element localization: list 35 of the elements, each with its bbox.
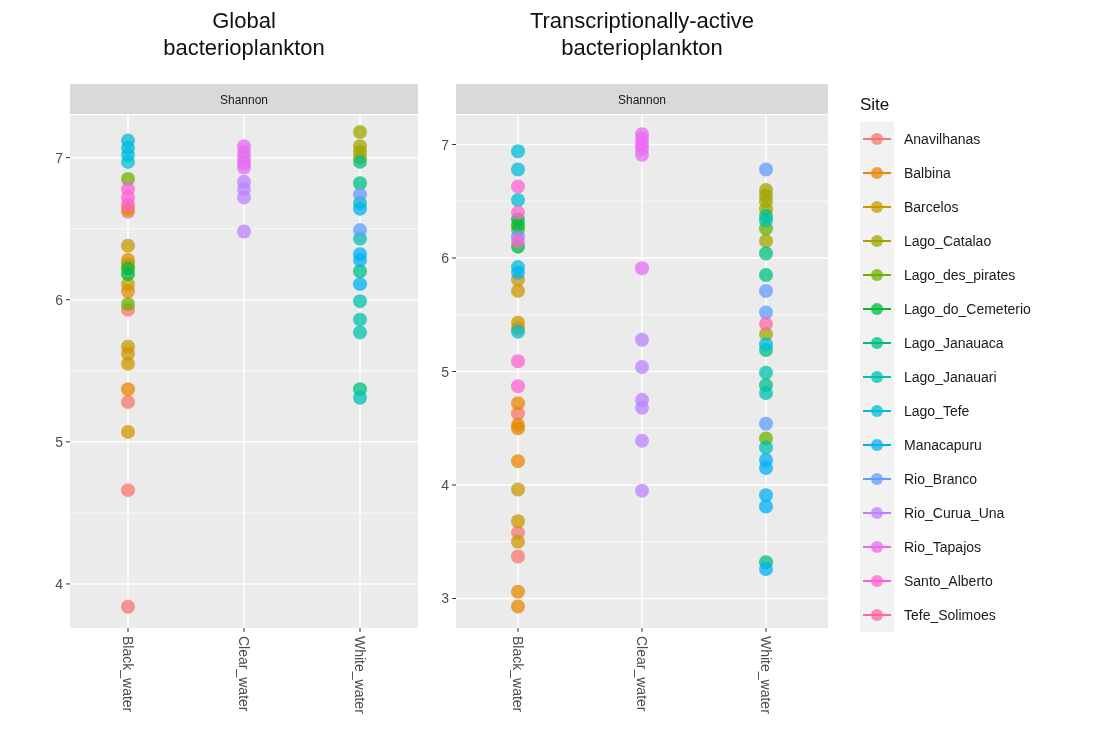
chart-title: Transcriptionally-active bacterioplankton bbox=[529, 8, 755, 60]
legend-label: Rio_Branco bbox=[904, 471, 978, 487]
legend-label: Manacapuru bbox=[904, 437, 982, 453]
chart-title: Global bacterioplankton bbox=[163, 8, 325, 60]
y-tick-label: 7 bbox=[55, 149, 64, 166]
y-tick-label: 4 bbox=[441, 477, 450, 493]
legend-label: Rio_Curua_Una bbox=[904, 505, 1005, 521]
legend-label: Lago_Janauari bbox=[904, 369, 997, 385]
y-tick-label: 3 bbox=[441, 590, 450, 607]
y-tick-label: 5 bbox=[441, 363, 450, 380]
legend-title: Site bbox=[860, 95, 890, 114]
x-tick-label: Clear_water bbox=[236, 636, 252, 712]
legend-label: Barcelos bbox=[904, 199, 959, 215]
chart-subtitle: Shannon bbox=[617, 92, 667, 107]
x-tick-label: White_water bbox=[758, 636, 774, 715]
y-tick-label: 4 bbox=[55, 575, 64, 592]
chart-subtitle: Shannon bbox=[219, 92, 269, 107]
legend-label: Balbina bbox=[904, 165, 951, 181]
x-tick-label: White_water bbox=[352, 636, 368, 715]
x-tick-label: Black_water bbox=[510, 636, 526, 713]
legend-label: Anavilhanas bbox=[904, 131, 981, 147]
y-tick-label: 7 bbox=[441, 136, 450, 153]
y-tick-label: 5 bbox=[55, 433, 64, 450]
legend-label: Lago_Janauaca bbox=[904, 335, 1004, 351]
legend-label: Santo_Alberto bbox=[904, 573, 993, 589]
x-tick-label: Black_water bbox=[120, 636, 136, 713]
y-tick-label: 6 bbox=[441, 250, 450, 266]
legend-label: Lago_do_Cemeterio bbox=[904, 301, 1032, 317]
legend-label: Lago_Tefe bbox=[904, 403, 970, 419]
legend-label: Lago_Catalao bbox=[904, 233, 992, 249]
legend-label: Rio_Tapajos bbox=[904, 539, 982, 555]
y-tick-label: 6 bbox=[55, 291, 64, 308]
legend-label: Lago_des_pirates bbox=[904, 267, 1016, 283]
legend-label: Tefe_Solimoes bbox=[904, 607, 996, 623]
x-tick-label: Clear_water bbox=[634, 636, 650, 712]
